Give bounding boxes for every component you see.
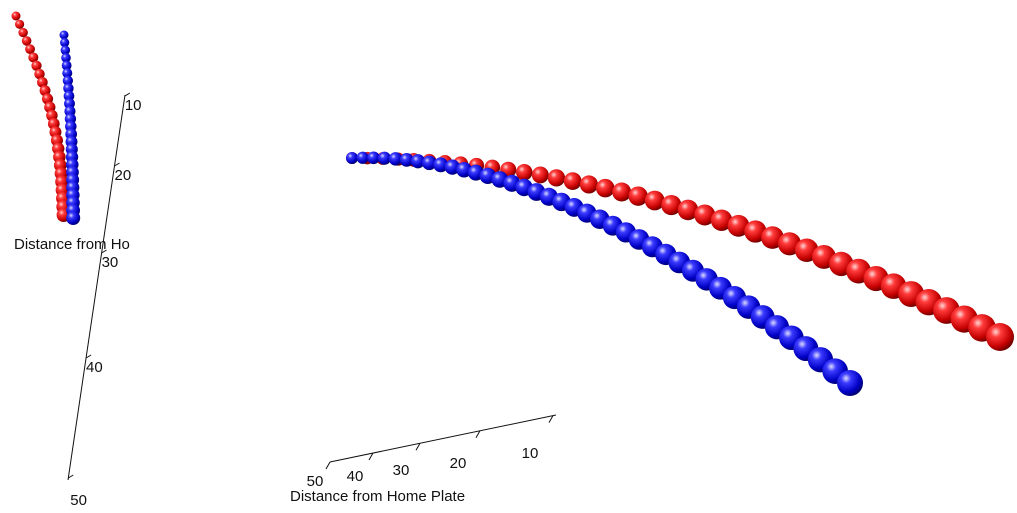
left-ball: [60, 45, 71, 55]
left-tick-mark: [68, 474, 74, 479]
left-ball: [39, 85, 51, 97]
left-ball: [62, 75, 73, 86]
left-ball: [61, 53, 71, 63]
right-ball: [661, 194, 682, 216]
right-ball: [563, 172, 582, 190]
left-panel: 10 20 30 40 50 Distance from Ho: [11, 11, 142, 509]
right-ball: [837, 370, 863, 396]
right-tick-label: 20: [450, 455, 467, 472]
right-axis-line: [329, 414, 557, 463]
left-ball: [37, 77, 48, 88]
right-tick-mark: [368, 452, 374, 461]
left-axis-label: Distance from Ho: [14, 236, 130, 253]
right-ball: [986, 323, 1014, 351]
right-ball: [595, 178, 615, 198]
right-ball: [579, 175, 599, 194]
left-ball: [14, 19, 25, 29]
left-tick-label: 40: [86, 359, 103, 376]
left-ball: [25, 44, 35, 55]
left-tick-mark: [124, 92, 131, 97]
right-ball: [367, 151, 380, 165]
right-ball: [612, 182, 632, 202]
right-ball: [377, 151, 392, 165]
right-axis-ticks: 50 40 30 20 10: [307, 415, 554, 490]
right-ball: [677, 199, 699, 221]
left-ball: [62, 68, 73, 79]
right-tick-label: 50: [307, 473, 324, 490]
left-tick-label: 30: [102, 254, 119, 271]
right-tick-mark: [415, 443, 421, 451]
right-ball: [388, 152, 403, 166]
right-axis-label: Distance from Home Plate: [290, 488, 465, 505]
left-axis-ticks: 10 20 30 40 50: [68, 92, 142, 509]
right-tick-label: 40: [347, 468, 364, 485]
right-ball: [694, 204, 716, 226]
left-ball: [18, 27, 28, 38]
right-ball: [531, 166, 549, 184]
left-ball: [11, 11, 21, 21]
left-ball: [60, 38, 70, 48]
left-ball: [63, 83, 74, 94]
right-panel: 50 40 30 20 10 Distance from Home Plate: [290, 151, 1014, 505]
left-tick-label: 50: [70, 492, 87, 509]
right-ball: [422, 155, 437, 171]
right-tick-mark: [325, 461, 331, 470]
right-ball: [628, 186, 648, 206]
right-ball: [444, 159, 460, 175]
right-ball: [410, 154, 426, 169]
right-ball: [547, 169, 566, 187]
left-ball: [21, 36, 32, 46]
left-ball: [28, 52, 39, 63]
right-ball: [399, 153, 414, 167]
left-ball: [31, 60, 42, 71]
right-tick-label: 10: [522, 445, 539, 462]
right-blue-series: [346, 151, 863, 396]
left-axis-line: [67, 94, 126, 481]
left-tick-mark: [114, 162, 120, 167]
right-ball: [346, 152, 358, 164]
right-ball: [644, 190, 665, 211]
left-ball: [66, 211, 81, 225]
right-ball: [433, 157, 449, 173]
right-tick-mark: [475, 430, 481, 439]
left-ball: [34, 68, 45, 80]
left-tick-label: 20: [114, 167, 131, 184]
right-ball: [744, 220, 767, 243]
right-red-series: [346, 151, 1014, 351]
right-ball: [356, 151, 369, 164]
left-tick-mark: [85, 354, 92, 359]
right-ball: [515, 163, 533, 181]
left-tick-mark: [101, 249, 107, 254]
right-ball: [727, 214, 750, 237]
left-ball: [59, 30, 69, 40]
left-ball: [61, 60, 72, 71]
right-ball: [710, 209, 733, 231]
right-tick-label: 30: [393, 462, 410, 479]
right-tick-mark: [548, 415, 554, 423]
left-tick-label: 10: [125, 97, 142, 114]
left-blue-series: [59, 30, 81, 225]
